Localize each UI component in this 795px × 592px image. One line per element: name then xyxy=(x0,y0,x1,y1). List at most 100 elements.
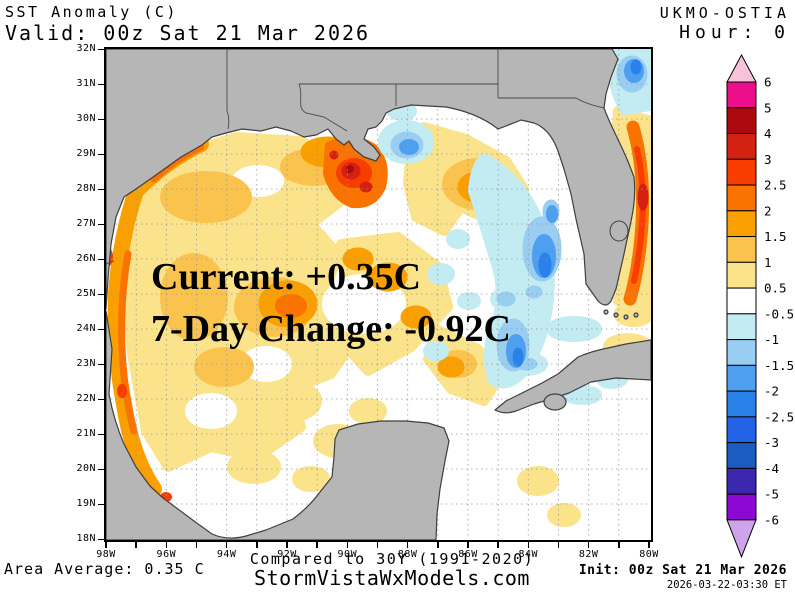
lat-label: 21N xyxy=(76,428,96,439)
lat-tick xyxy=(98,153,105,155)
colorbar-segment xyxy=(726,442,757,469)
land-masses xyxy=(106,49,651,540)
baseline-note: Compared to 30Y (1991-2020) xyxy=(249,550,535,568)
colorbar-segment xyxy=(726,416,757,444)
lon-tick xyxy=(557,542,560,548)
lat-label: 31N xyxy=(76,78,96,89)
lon-tick xyxy=(527,542,530,548)
lon-tick xyxy=(316,542,318,548)
lat-tick xyxy=(98,118,105,120)
colorbar-label: -1 xyxy=(764,332,779,347)
lon-tick xyxy=(406,542,409,548)
colorbar-segment xyxy=(726,313,757,341)
lat-tick xyxy=(98,433,105,435)
lat-tick xyxy=(98,328,105,330)
seven-day-change-readout: 7-Day Change: -0.92C xyxy=(151,308,511,350)
colorbar-label: -4 xyxy=(764,461,779,476)
lon-tick xyxy=(346,542,349,548)
lat-tick xyxy=(98,468,105,470)
colorbar-segment xyxy=(726,81,757,109)
lat-label: 19N xyxy=(76,498,96,509)
us-mainland xyxy=(106,49,636,310)
lon-tick xyxy=(376,542,379,548)
lat-tick xyxy=(98,48,105,50)
colorbar-segment xyxy=(726,287,757,315)
lat-tick xyxy=(98,188,105,190)
lat-tick xyxy=(98,363,105,365)
map-frame xyxy=(104,47,653,542)
colorbar-segment xyxy=(726,133,757,160)
lat-tick xyxy=(98,83,105,85)
colorbar-label: -3 xyxy=(764,435,779,450)
lon-tick xyxy=(256,542,258,548)
lat-label: 30N xyxy=(76,113,96,124)
generated-timestamp: 2026-03-22-03:30 ET xyxy=(666,579,787,591)
lat-label: 24N xyxy=(76,323,96,334)
colorbar-label: 4 xyxy=(764,126,772,141)
lon-tick xyxy=(587,542,590,548)
lon-tick xyxy=(497,542,499,548)
lat-label: 23N xyxy=(76,358,96,369)
state-borders xyxy=(106,49,605,265)
lon-tick xyxy=(195,542,198,548)
lon-label: 88W xyxy=(397,549,418,560)
lon-label: 84W xyxy=(518,549,539,560)
colorbar-segment xyxy=(726,107,757,135)
colorbar-label: -1.5 xyxy=(764,358,794,373)
lon-label: 98W xyxy=(96,549,116,560)
current-anomaly-readout: Current: +0.35C xyxy=(151,256,422,298)
lat-label: 26N xyxy=(76,253,96,264)
colorbar-label: 1.5 xyxy=(764,229,787,244)
lat-label: 20N xyxy=(76,463,96,474)
colorbar-label: 0.5 xyxy=(764,281,787,296)
lat-label: 27N xyxy=(76,218,96,229)
colorbar-label: 1 xyxy=(764,255,772,270)
colorbar-segment xyxy=(726,236,757,263)
gulf-map xyxy=(106,49,651,540)
colorbar-label: 3 xyxy=(764,152,772,167)
lon-tick xyxy=(648,542,650,548)
lat-tick xyxy=(98,398,105,400)
colorbar-segment xyxy=(726,390,757,418)
model-name: UKMO-OSTIA xyxy=(659,4,790,22)
lon-tick xyxy=(225,542,228,548)
lat-tick xyxy=(98,223,105,225)
colorbar-segment xyxy=(726,158,757,186)
florida-keys xyxy=(603,309,639,320)
colorbar-label: -6 xyxy=(764,512,779,527)
colorbar-label: 5 xyxy=(764,100,772,115)
lat-label: 28N xyxy=(76,183,96,194)
isle-of-youth xyxy=(543,393,567,411)
init-time: Init: 00z Sat 21 Mar 2026 xyxy=(578,563,787,578)
lon-tick xyxy=(467,542,469,548)
lon-label: 92W xyxy=(277,549,297,560)
lat-tick xyxy=(98,293,105,295)
lake-okeechobee xyxy=(609,220,629,242)
colorbar-segment xyxy=(726,210,757,238)
lat-label: 22N xyxy=(76,393,96,404)
colorbar-segment xyxy=(726,493,757,521)
lon-label: 94W xyxy=(216,549,237,560)
lat-tick xyxy=(98,503,105,505)
colorbar-label: -5 xyxy=(764,487,779,502)
lon-tick xyxy=(286,542,288,548)
site-watermark: StormVistaWxModels.com xyxy=(254,566,530,590)
lon-tick xyxy=(618,542,620,548)
valid-time: Valid: 00z Sat 21 Mar 2026 xyxy=(5,21,371,45)
lat-tick xyxy=(98,258,105,260)
lon-tick xyxy=(105,542,107,548)
colorbar-segment xyxy=(726,184,757,212)
lat-label: 25N xyxy=(76,288,96,299)
colorbar-label: 2.5 xyxy=(764,178,787,193)
lon-tick xyxy=(165,542,168,548)
forecast-hour: Hour: 0 xyxy=(679,22,790,43)
product-title: SST Anomaly (C) xyxy=(5,3,178,21)
lon-label: 82W xyxy=(578,549,599,560)
lat-label: 32N xyxy=(76,43,96,54)
colorbar-label: -2.5 xyxy=(764,409,794,424)
lat-tick xyxy=(98,538,105,540)
colorbar-segment xyxy=(726,467,757,495)
lat-label: 18N xyxy=(76,533,96,544)
cuba xyxy=(494,339,651,414)
